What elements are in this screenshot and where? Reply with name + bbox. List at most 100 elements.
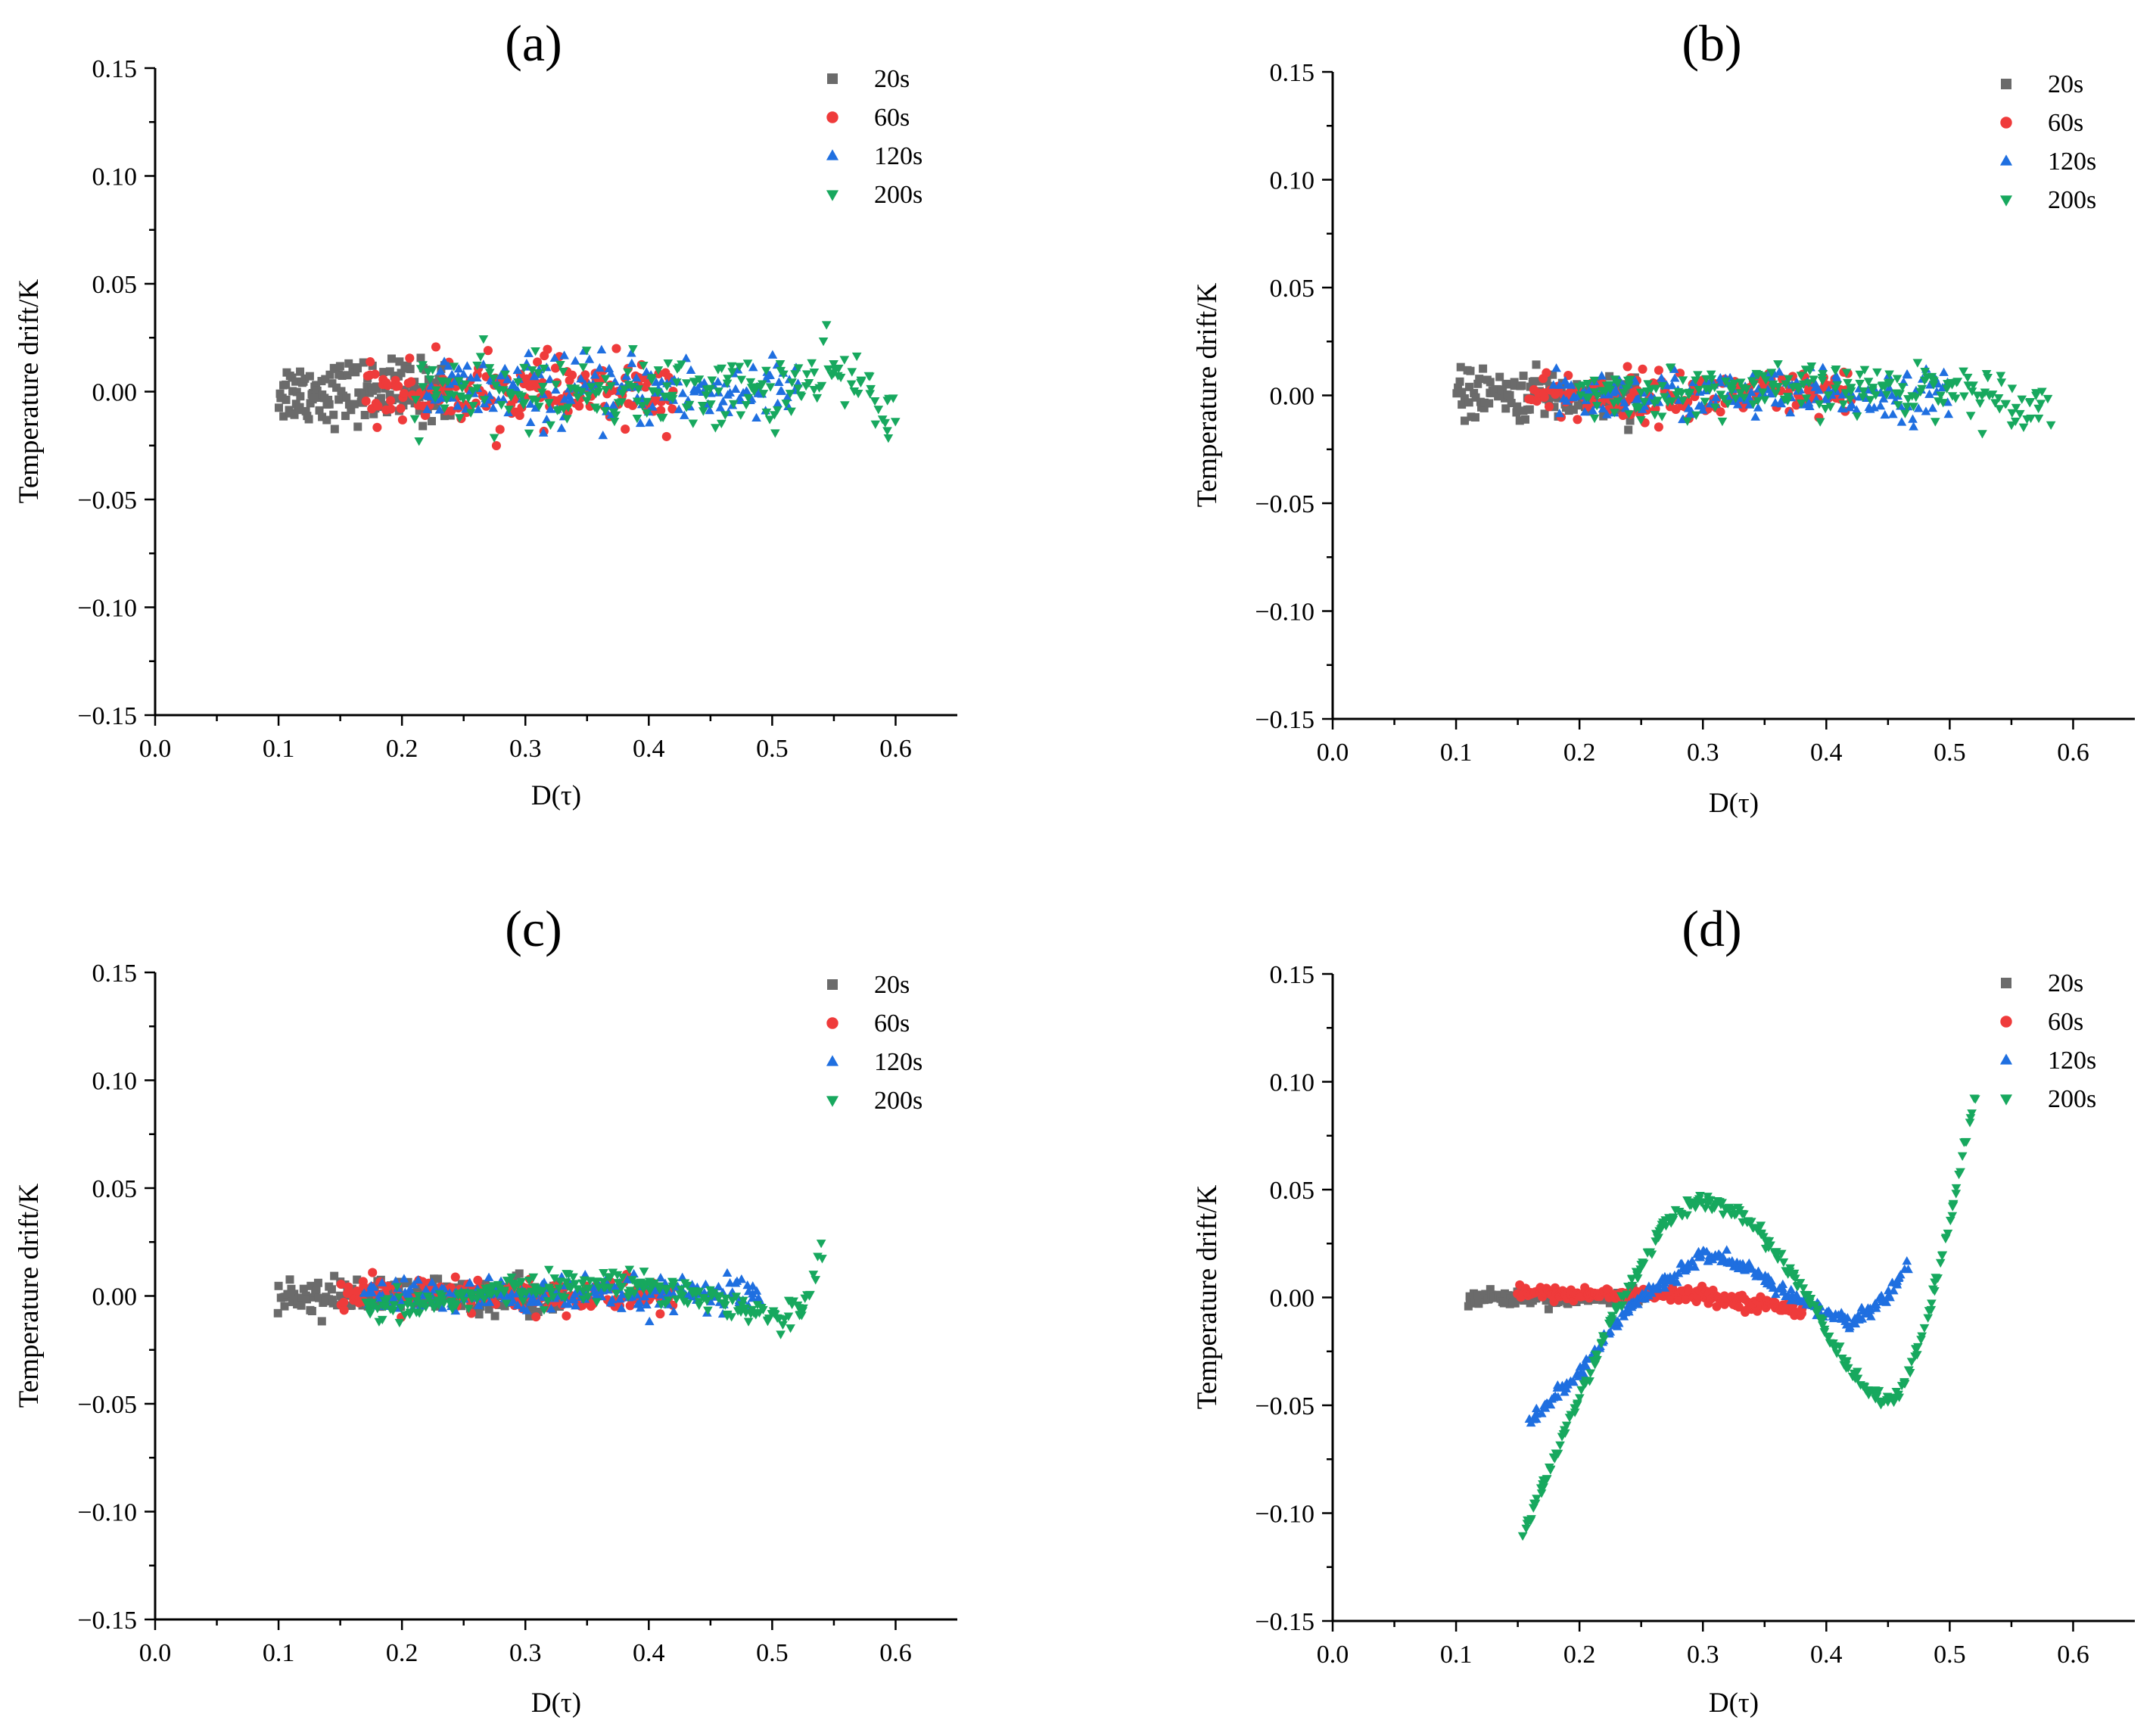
- axis-ticks-c: 0.0 0.1 0.2 0.3 0.4 0.5 0.6 −0.15 −0.10 −0.05 0.00…: [77, 960, 911, 1667]
- y-tick-label: 0.10: [1270, 1069, 1315, 1097]
- data-point-200s: [1607, 1311, 1617, 1321]
- data-point-200s: [1632, 1274, 1643, 1283]
- data-point-200s: [1942, 384, 1952, 394]
- data-point-120s: [1561, 396, 1572, 405]
- data-point-200s: [1959, 392, 1969, 401]
- data-point-120s: [1875, 401, 1886, 410]
- data-point-200s: [1653, 1234, 1663, 1243]
- data-point-120s: [773, 398, 783, 408]
- data-point-200s: [706, 400, 716, 409]
- data-point-200s: [425, 375, 435, 384]
- data-point-200s: [663, 359, 674, 369]
- data-point-200s: [2046, 421, 2056, 431]
- panel-c: (c) D(τ) Temperature drift/K 0.0 0.1 0.2 0.…: [14, 900, 957, 1719]
- data-point-200s: [598, 1277, 608, 1287]
- legend-label-200s: 200s: [2048, 1085, 2096, 1113]
- data-point-200s: [873, 406, 884, 415]
- data-point-200s: [786, 407, 796, 416]
- data-point-20s: [353, 364, 362, 373]
- data-point-20s: [282, 380, 291, 389]
- data-point-200s: [761, 366, 771, 376]
- data-point-120s: [614, 1294, 625, 1303]
- data-point-200s: [625, 1286, 636, 1296]
- data-point-20s: [304, 415, 313, 424]
- data-point-60s: [1654, 422, 1663, 432]
- data-point-120s: [617, 1303, 627, 1312]
- data-point-120s: [1545, 1400, 1556, 1409]
- data-point-200s: [1834, 1342, 1845, 1352]
- legend-label-200s: 200s: [874, 1087, 922, 1115]
- data-point-200s: [758, 1305, 768, 1315]
- data-point-20s: [1550, 403, 1559, 412]
- legend-label-120s: 120s: [2048, 1047, 2096, 1075]
- data-point-200s: [821, 321, 832, 330]
- data-point-200s: [1801, 394, 1812, 403]
- data-point-200s: [1915, 387, 1926, 397]
- data-point-200s: [1874, 1386, 1884, 1396]
- data-point-120s: [1611, 386, 1621, 395]
- data-point-200s: [787, 378, 797, 387]
- data-point-20s: [315, 406, 324, 415]
- data-point-20s: [329, 410, 338, 419]
- data-point-200s: [1933, 1274, 1943, 1283]
- x-tick-label: 0.1: [263, 735, 295, 763]
- data-point-60s: [1716, 407, 1725, 417]
- data-point-60s: [495, 425, 505, 434]
- data-point-200s: [509, 1283, 520, 1293]
- data-points-c: [273, 1240, 827, 1339]
- data-point-120s: [1718, 1252, 1728, 1261]
- data-point-200s: [577, 387, 586, 397]
- data-point-120s: [1619, 397, 1629, 406]
- data-point-200s: [688, 419, 698, 428]
- data-point-200s: [554, 1284, 564, 1293]
- data-point-200s: [1739, 1210, 1749, 1219]
- data-point-200s: [624, 1265, 635, 1274]
- y-tick-label: 0.15: [1270, 961, 1315, 989]
- data-point-200s: [1812, 1308, 1822, 1318]
- data-point-20s: [387, 354, 396, 363]
- data-point-120s: [641, 367, 652, 376]
- data-point-200s: [1611, 1306, 1622, 1315]
- data-point-200s: [1555, 1441, 1565, 1450]
- data-point-20s: [376, 394, 385, 403]
- data-point-120s: [1880, 409, 1890, 419]
- data-point-200s: [618, 1273, 627, 1283]
- data-point-200s: [1617, 1301, 1628, 1310]
- data-point-120s: [748, 1289, 758, 1298]
- data-point-20s: [1554, 394, 1563, 403]
- data-point-200s: [677, 1292, 688, 1301]
- data-point-60s: [370, 369, 380, 379]
- data-point-20s: [279, 412, 288, 421]
- data-point-60s: [1573, 415, 1582, 425]
- data-point-20s: [1510, 381, 1519, 390]
- data-point-200s: [775, 360, 786, 369]
- data-point-120s: [1908, 414, 1918, 423]
- data-point-200s: [829, 369, 838, 378]
- data-point-120s: [422, 404, 432, 414]
- data-point-20s: [360, 388, 369, 397]
- data-point-120s: [496, 371, 506, 380]
- data-point-200s: [1747, 1218, 1756, 1227]
- data-point-200s: [1884, 370, 1894, 379]
- data-point-60s: [543, 344, 552, 354]
- x-axis-label-d: D(τ): [1709, 1688, 1759, 1719]
- data-point-200s: [578, 363, 588, 372]
- data-point-120s: [647, 402, 658, 411]
- data-point-120s: [765, 370, 775, 379]
- data-point-200s: [1819, 1328, 1830, 1337]
- data-points-a: [275, 321, 901, 450]
- data-point-200s: [627, 1276, 637, 1285]
- data-point-200s: [772, 406, 782, 415]
- data-point-200s: [1878, 381, 1887, 390]
- data-point-20s: [327, 1285, 336, 1294]
- x-axis-label-a: D(τ): [531, 780, 581, 811]
- data-point-200s: [1730, 1211, 1740, 1220]
- data-point-20s: [368, 361, 377, 370]
- series-200s-a: [409, 321, 901, 446]
- data-point-60s: [366, 357, 375, 367]
- data-point-120s: [508, 379, 518, 388]
- data-point-20s: [296, 392, 305, 401]
- x-tick-label: 0.4: [633, 1639, 665, 1667]
- data-point-20s: [474, 1310, 484, 1319]
- data-point-120s: [1548, 380, 1559, 389]
